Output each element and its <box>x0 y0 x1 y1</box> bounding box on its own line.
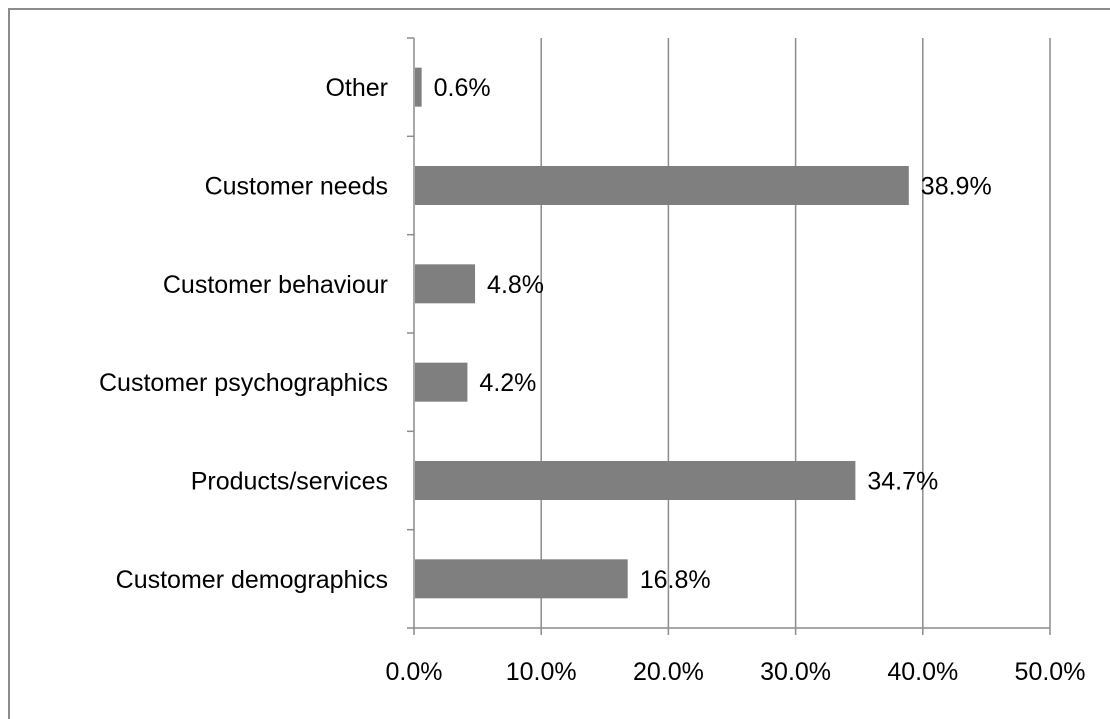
x-tick-label-30: 30.0% <box>760 658 831 686</box>
data-label-products-services: 34.7% <box>867 468 938 496</box>
data-labels: 16.8% 34.7% 4.2% 4.8% 38.9% 0.6% <box>434 74 992 594</box>
x-tick-label-10: 10.0% <box>506 658 577 686</box>
data-label-other: 0.6% <box>434 74 491 102</box>
bar-customer-needs <box>415 166 909 205</box>
bar-customer-demographics <box>415 559 628 598</box>
category-labels: Customer demographics Products/services Cu… <box>99 74 388 594</box>
bar-customer-behaviour <box>415 264 475 303</box>
category-label-customer-psychographics: Customer psychographics <box>99 369 388 397</box>
category-label-customer-needs: Customer needs <box>205 173 388 201</box>
category-label-customer-demographics: Customer demographics <box>116 566 388 594</box>
bar-products-services <box>415 461 855 500</box>
x-tick-label-0: 0.0% <box>386 658 443 686</box>
x-tick-labels: 0.0% 10.0% 20.0% 30.0% 40.0% 50.0% <box>386 658 1086 686</box>
category-label-products-services: Products/services <box>191 468 388 496</box>
x-tick-label-20: 20.0% <box>633 658 704 686</box>
category-label-other: Other <box>325 74 388 102</box>
axes <box>407 38 1050 635</box>
data-label-customer-psychographics: 4.2% <box>479 369 536 397</box>
x-tick-label-40: 40.0% <box>887 658 958 686</box>
category-label-customer-behaviour: Customer behaviour <box>163 271 388 299</box>
bar-other <box>415 68 422 107</box>
data-label-customer-demographics: 16.8% <box>640 566 711 594</box>
bars <box>415 68 909 599</box>
data-label-customer-behaviour: 4.8% <box>487 271 544 299</box>
gridlines <box>541 38 1050 628</box>
x-tick-label-50: 50.0% <box>1015 658 1086 686</box>
bar-customer-psychographics <box>415 363 467 402</box>
data-label-customer-needs: 38.9% <box>921 173 992 201</box>
